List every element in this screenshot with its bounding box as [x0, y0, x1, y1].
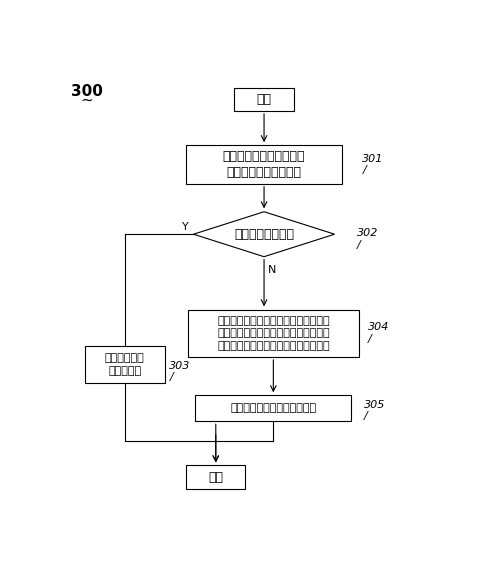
FancyBboxPatch shape — [188, 310, 359, 357]
Text: 304
/: 304 / — [368, 322, 389, 344]
FancyBboxPatch shape — [186, 145, 342, 183]
Text: 结束: 结束 — [208, 471, 223, 484]
Text: 将取出的数据返回给移动终端: 将取出的数据返回给移动终端 — [230, 403, 317, 413]
Text: 301
/: 301 / — [363, 154, 384, 175]
Text: 开始: 开始 — [257, 93, 272, 106]
FancyBboxPatch shape — [234, 88, 294, 111]
Text: 解析请求参数以判断请求
类型和请求参数合法性: 解析请求参数以判断请求 类型和请求参数合法性 — [223, 150, 305, 179]
Text: 数据在黑名单中？: 数据在黑名单中？ — [234, 228, 294, 241]
Text: 从缓存中批量取出该操作的数据；如果
缓存中没有该操作的数据，则从数据库
中批量取出数据，并将其加入到缓存中: 从缓存中批量取出该操作的数据；如果 缓存中没有该操作的数据，则从数据库 中批量取… — [217, 316, 330, 350]
Text: ∼: ∼ — [80, 93, 93, 107]
Text: 305
/: 305 / — [364, 399, 386, 421]
Text: Y: Y — [182, 223, 189, 232]
Text: 303
/: 303 / — [170, 360, 191, 382]
Text: N: N — [268, 265, 276, 275]
FancyBboxPatch shape — [195, 395, 351, 421]
FancyBboxPatch shape — [85, 346, 165, 383]
Text: 不在结果中列
出查询结果: 不在结果中列 出查询结果 — [105, 353, 145, 376]
FancyBboxPatch shape — [186, 465, 245, 489]
Polygon shape — [194, 212, 334, 257]
Text: 302
/: 302 / — [357, 228, 378, 249]
Text: 300: 300 — [71, 84, 103, 99]
